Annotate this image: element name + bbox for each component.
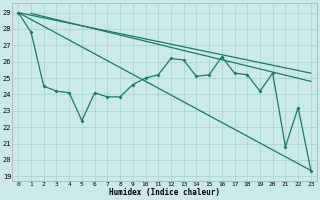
X-axis label: Humidex (Indice chaleur): Humidex (Indice chaleur) [109,188,220,197]
